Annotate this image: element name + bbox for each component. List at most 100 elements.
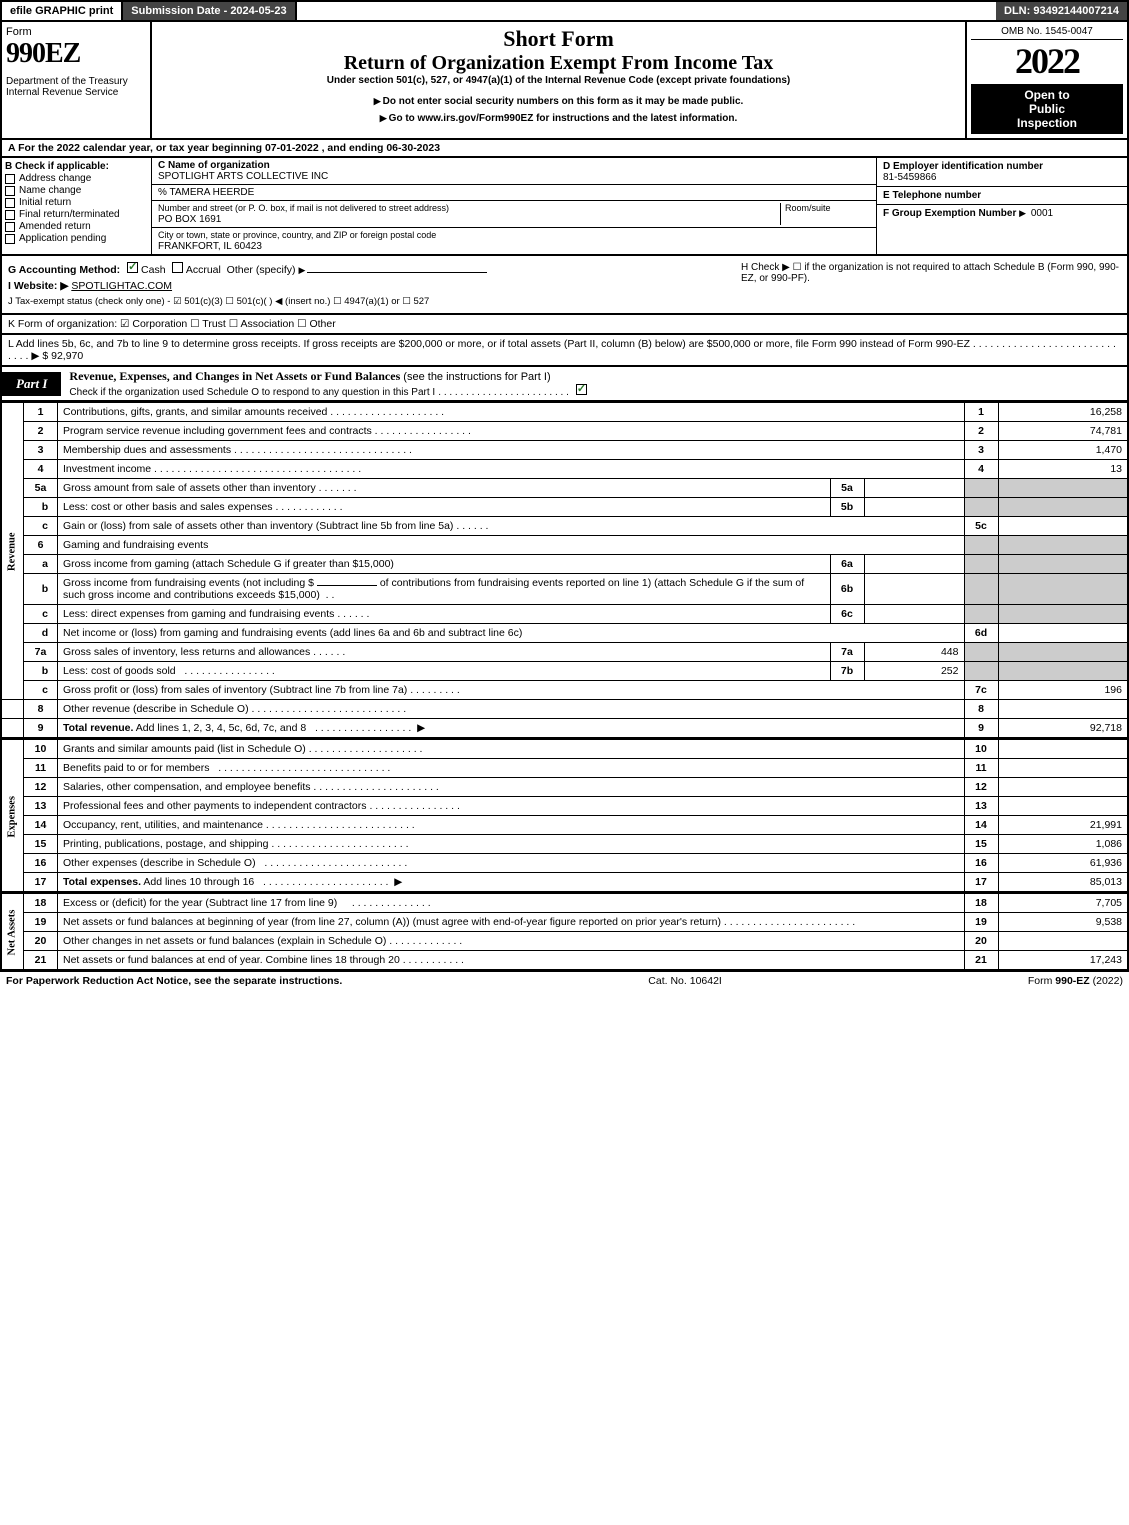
group-exemption: 0001 (1031, 208, 1053, 219)
line-12-value (998, 778, 1128, 797)
expenses-tab: Expenses (1, 740, 24, 893)
line-5c-value (998, 517, 1128, 536)
line-6c: c Less: direct expenses from gaming and … (1, 605, 1128, 624)
open-public-inspection: Open to Public Inspection (971, 84, 1123, 134)
form-header: Form 990EZ Department of the Treasury In… (0, 22, 1129, 140)
chk-name-change[interactable]: Name change (5, 185, 148, 196)
line-21: 21 Net assets or fund balances at end of… (1, 951, 1128, 971)
line-16-value: 61,936 (998, 854, 1128, 873)
line-13: 13 Professional fees and other payments … (1, 797, 1128, 816)
section-i: I Website: ▶ SPOTLIGHTAC.COM (8, 278, 731, 294)
footer-right: Form 990-EZ (2022) (1028, 975, 1123, 987)
city-label: City or town, state or province, country… (158, 230, 436, 240)
line-7c-value: 196 (998, 681, 1128, 700)
line-6: 6 Gaming and fundraising events (1, 536, 1128, 555)
line-8-value (998, 700, 1128, 719)
line-7a: 7a Gross sales of inventory, less return… (1, 643, 1128, 662)
line-5a-value (864, 479, 964, 498)
dept-treasury: Department of the Treasury Internal Reve… (6, 76, 146, 98)
tax-year: 2022 (971, 40, 1123, 82)
line-5c: c Gain or (loss) from sale of assets oth… (1, 517, 1128, 536)
short-form-title: Short Form (156, 26, 961, 52)
section-k: K Form of organization: ☑ Corporation ☐ … (0, 315, 1129, 335)
chk-schedule-o[interactable] (576, 384, 587, 395)
line-17-value: 85,013 (998, 873, 1128, 893)
line-13-value (998, 797, 1128, 816)
section-h: H Check ▶ ☐ if the organization is not r… (741, 260, 1121, 309)
section-e-label: E Telephone number (883, 190, 981, 201)
line-12: 12 Salaries, other compensation, and emp… (1, 778, 1128, 797)
dln: DLN: 93492144007214 (996, 2, 1127, 20)
header-left: Form 990EZ Department of the Treasury In… (2, 22, 152, 138)
line-15: 15 Printing, publications, postage, and … (1, 835, 1128, 854)
chk-accrual[interactable] (172, 262, 183, 273)
room-suite-label: Room/suite (780, 203, 870, 225)
form-number: 990EZ (6, 38, 146, 70)
line-2: 2 Program service revenue including gove… (1, 422, 1128, 441)
info-right: D Employer identification number 81-5459… (877, 158, 1127, 254)
net-assets-table: Net Assets 18 Excess or (deficit) for th… (0, 893, 1129, 971)
line-6b-value (864, 574, 964, 605)
section-b: B Check if applicable: Address change Na… (2, 158, 152, 254)
gross-receipts: $ 92,970 (42, 350, 83, 362)
line-7a-value: 448 (864, 643, 964, 662)
part-1-label: Part I (2, 372, 61, 396)
line-18-value: 7,705 (998, 894, 1128, 913)
chk-address-change[interactable]: Address change (5, 173, 148, 184)
header-right: OMB No. 1545-0047 2022 Open to Public In… (967, 22, 1127, 138)
website-link[interactable]: SPOTLIGHTAC.COM (71, 280, 172, 292)
line-11: 11 Benefits paid to or for members . . .… (1, 759, 1128, 778)
section-d-label: D Employer identification number (883, 161, 1043, 172)
line-7b-value: 252 (864, 662, 964, 681)
line-16: 16 Other expenses (describe in Schedule … (1, 854, 1128, 873)
line-19-value: 9,538 (998, 913, 1128, 932)
line-4: 4 Investment income . . . . . . . . . . … (1, 460, 1128, 479)
line-2-value: 74,781 (998, 422, 1128, 441)
section-b-label: B Check if applicable: (5, 161, 109, 172)
line-6d: d Net income or (loss) from gaming and f… (1, 624, 1128, 643)
street-label: Number and street (or P. O. box, if mail… (158, 203, 449, 213)
section-j: J Tax-exempt status (check only one) - ☑… (8, 294, 731, 309)
section-gh: G Accounting Method: Cash Accrual Other … (0, 256, 1129, 315)
revenue-tab: Revenue (1, 403, 24, 700)
line-6d-value (998, 624, 1128, 643)
submission-date: Submission Date - 2024-05-23 (123, 2, 296, 20)
section-l: L Add lines 5b, 6c, and 7b to line 9 to … (0, 335, 1129, 367)
chk-final-return[interactable]: Final return/terminated (5, 209, 148, 220)
info-grid: B Check if applicable: Address change Na… (0, 158, 1129, 256)
section-c: C Name of organization SPOTLIGHT ARTS CO… (152, 158, 877, 254)
chk-initial-return[interactable]: Initial return (5, 197, 148, 208)
line-1-value: 16,258 (998, 403, 1128, 422)
omb-number: OMB No. 1545-0047 (971, 26, 1123, 40)
line-6c-value (864, 605, 964, 624)
chk-cash[interactable] (127, 262, 138, 273)
main-title: Return of Organization Exempt From Incom… (156, 52, 961, 75)
line-20: 20 Other changes in net assets or fund b… (1, 932, 1128, 951)
warn-link: Go to www.irs.gov/Form990EZ for instruct… (156, 113, 961, 124)
line-7b: b Less: cost of goods sold . . . . . . .… (1, 662, 1128, 681)
line-6b: b Gross income from fundraising events (… (1, 574, 1128, 605)
section-f-label: F Group Exemption Number (883, 208, 1016, 219)
efile-print[interactable]: efile GRAPHIC print (2, 2, 123, 20)
ein: 81-5459866 (883, 172, 936, 183)
line-19: 19 Net assets or fund balances at beginn… (1, 913, 1128, 932)
form-label: Form (6, 26, 146, 38)
chk-amended-return[interactable]: Amended return (5, 221, 148, 232)
line-8: 8 Other revenue (describe in Schedule O)… (1, 700, 1128, 719)
page-footer: For Paperwork Reduction Act Notice, see … (0, 971, 1129, 990)
part-1-header: Part I Revenue, Expenses, and Changes in… (0, 367, 1129, 402)
section-c-label: C Name of organization (158, 160, 270, 171)
line-3: 3 Membership dues and assessments . . . … (1, 441, 1128, 460)
city-state-zip: FRANKFORT, IL 60423 (158, 241, 262, 252)
footer-left: For Paperwork Reduction Act Notice, see … (6, 975, 342, 987)
line-7c: c Gross profit or (loss) from sales of i… (1, 681, 1128, 700)
under-section: Under section 501(c), 527, or 4947(a)(1)… (156, 75, 961, 86)
chk-application-pending[interactable]: Application pending (5, 233, 148, 244)
street-address: PO BOX 1691 (158, 214, 221, 225)
line-14-value: 21,991 (998, 816, 1128, 835)
line-15-value: 1,086 (998, 835, 1128, 854)
section-g: G Accounting Method: Cash Accrual Other … (8, 260, 731, 278)
care-of: % TAMERA HEERDE (152, 185, 876, 201)
line-9-value: 92,718 (998, 719, 1128, 739)
line-20-value (998, 932, 1128, 951)
